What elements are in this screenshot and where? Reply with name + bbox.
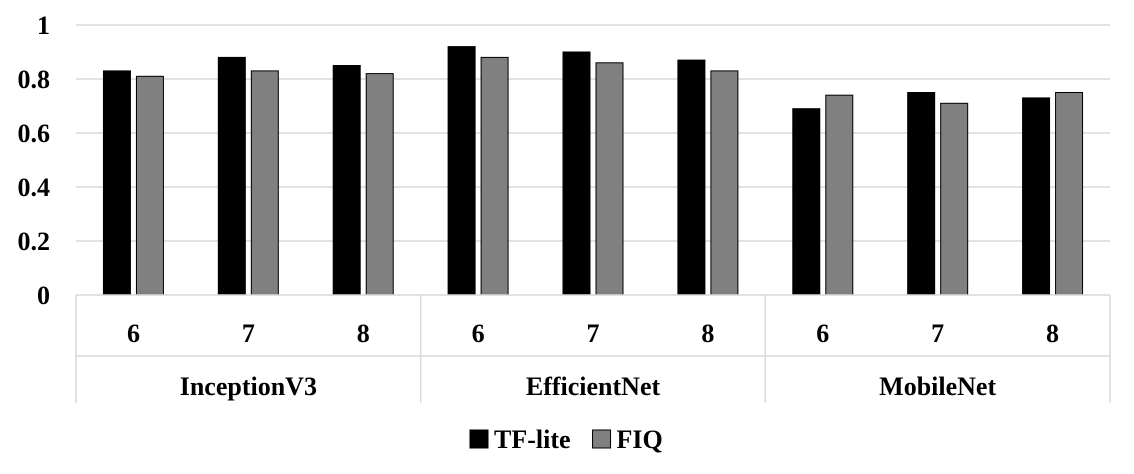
bar-tf-lite (102, 70, 131, 296)
bar-fiq (825, 94, 854, 296)
x-group-label: InceptionV3 (180, 372, 317, 401)
y-tick-label: 0.4 (18, 173, 51, 202)
y-axis-ticks: 0 0.2 0.4 0.6 0.8 1 (18, 11, 51, 310)
bar-tf-lite (677, 59, 706, 296)
bar-tf-lite (562, 51, 591, 296)
gridlines (76, 24, 1110, 242)
x-group-label: EfficientNet (526, 372, 661, 401)
bar-fiq (365, 73, 394, 296)
y-tick-label: 0.2 (18, 227, 51, 256)
bar-fiq (250, 70, 279, 296)
x-category-label: 6 (816, 319, 829, 348)
bar-tf-lite (792, 108, 821, 296)
bar-tf-lite (1022, 97, 1051, 296)
bar-tf-lite (217, 56, 246, 296)
x-category-label: 7 (242, 319, 255, 348)
bar-fiq (710, 70, 739, 296)
legend-swatch (469, 429, 489, 449)
bar-fiq (940, 102, 969, 296)
x-category-label: 8 (357, 319, 370, 348)
x-category-label: 7 (587, 319, 600, 348)
bar-fiq (1055, 92, 1084, 296)
x-category-label: 7 (931, 319, 944, 348)
bar-tf-lite (332, 65, 361, 296)
x-category-label: 6 (472, 319, 485, 348)
y-tick-label: 0 (37, 281, 50, 310)
legend-label: FIQ (617, 425, 663, 454)
x-category-label: 8 (1046, 319, 1059, 348)
legend-swatch (592, 429, 612, 449)
y-tick-label: 0.8 (18, 65, 51, 94)
y-tick-label: 1 (37, 11, 50, 40)
bar-tf-lite (447, 46, 476, 296)
bar-fiq (595, 62, 624, 296)
bar-fiq (135, 75, 164, 296)
x-category-label: 8 (701, 319, 714, 348)
x-group-label: MobileNet (879, 372, 996, 401)
x-category-label: 6 (127, 319, 140, 348)
bar-tf-lite (907, 92, 936, 296)
legend-label: TF-lite (494, 425, 571, 454)
x-axis: 6 7 8 InceptionV3 6 7 8 EfficientNet 6 7 8 MobileNe… (75, 294, 1111, 403)
y-tick-label: 0.6 (18, 119, 51, 148)
bar-fiq (480, 56, 509, 296)
bars (102, 46, 1084, 296)
legend: TF-lite FIQ (469, 425, 663, 454)
